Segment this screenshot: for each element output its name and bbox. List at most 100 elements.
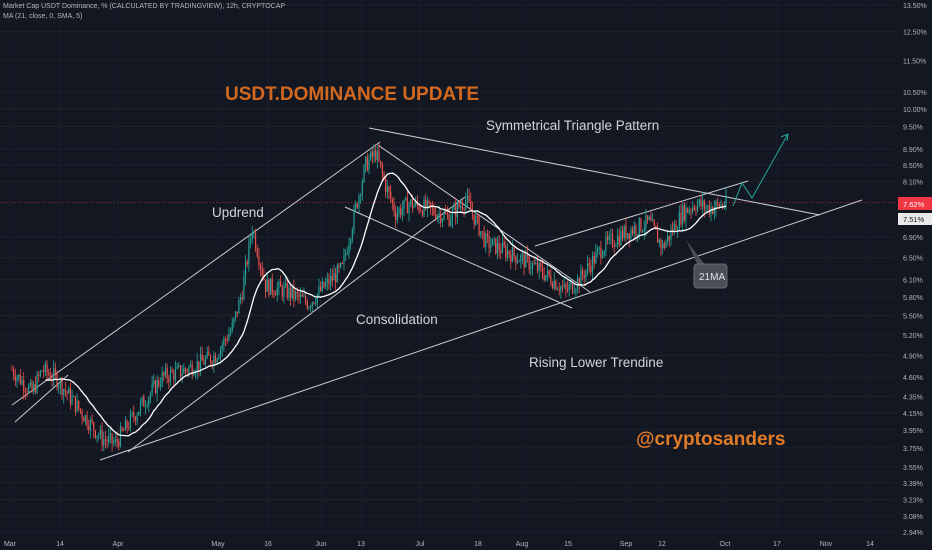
x-tick-label: Oct bbox=[720, 541, 731, 548]
candle-body bbox=[106, 440, 108, 442]
candle-body bbox=[550, 275, 552, 285]
candle-body bbox=[320, 286, 322, 291]
candle-body bbox=[204, 357, 207, 365]
candle-body bbox=[451, 209, 453, 220]
candle-body bbox=[658, 239, 660, 243]
candle-body bbox=[650, 216, 652, 221]
candle-body bbox=[174, 368, 177, 380]
candle-body bbox=[31, 382, 33, 392]
candle-body bbox=[166, 368, 168, 379]
candle-body bbox=[645, 215, 647, 229]
y-tick-label: 6.90% bbox=[903, 235, 923, 242]
candle-body bbox=[333, 273, 335, 281]
candle-body bbox=[248, 241, 250, 264]
candle-body bbox=[533, 263, 535, 264]
candle-body bbox=[283, 286, 285, 297]
time-axis: Mar 14 Apr May 16 Jun 13 Jul 18 Aug 15 Sep 12 Oct 17 No… bbox=[4, 541, 874, 548]
consolidation-channel-top bbox=[377, 144, 591, 293]
candle-body bbox=[286, 283, 288, 298]
candle-body bbox=[668, 235, 670, 240]
candle-body bbox=[239, 297, 242, 300]
x-tick-label: Jun bbox=[315, 541, 326, 548]
consolidation-channel-bottom bbox=[344, 206, 573, 309]
candle-body bbox=[625, 226, 627, 239]
candle-body bbox=[68, 388, 70, 394]
author-handle: @cryptosanders bbox=[636, 429, 785, 450]
candle-body bbox=[281, 286, 283, 297]
candle-body bbox=[405, 197, 407, 200]
candle-body bbox=[171, 370, 173, 373]
ma-callout-box bbox=[693, 263, 728, 289]
candle-body bbox=[350, 239, 352, 245]
candle-body bbox=[218, 356, 220, 359]
candle-body bbox=[600, 247, 602, 258]
candle-body bbox=[473, 214, 475, 225]
candle-body bbox=[94, 430, 96, 438]
candle-body bbox=[271, 278, 273, 293]
candle-body bbox=[521, 254, 524, 256]
candle-body bbox=[360, 195, 362, 197]
candle-body bbox=[480, 231, 482, 236]
candle-body bbox=[610, 234, 612, 236]
candle-body bbox=[380, 160, 382, 166]
candle-body bbox=[371, 151, 373, 157]
candle-body bbox=[88, 426, 90, 431]
candle-body bbox=[93, 422, 95, 431]
candle-body bbox=[435, 214, 437, 220]
x-tick-label: 12 bbox=[658, 541, 666, 548]
candle-body bbox=[675, 223, 677, 232]
candle-body bbox=[605, 236, 607, 252]
candle-body bbox=[398, 208, 400, 214]
candle-body bbox=[213, 355, 215, 365]
candle-body bbox=[460, 205, 462, 208]
y-tick-label: 8.10% bbox=[903, 180, 923, 187]
candle-body bbox=[448, 214, 450, 226]
candle-body bbox=[690, 210, 692, 212]
candle-body bbox=[159, 385, 162, 387]
candle-body bbox=[124, 420, 127, 431]
y-tick-label: 5.20% bbox=[903, 333, 923, 340]
candle-body bbox=[493, 238, 495, 240]
x-tick-label: Mar bbox=[4, 541, 17, 548]
candle-body bbox=[183, 368, 185, 374]
x-tick-label: Jul bbox=[416, 541, 425, 548]
candle-body bbox=[146, 405, 148, 407]
candle-body bbox=[540, 263, 542, 267]
y-tick-label: 10.50% bbox=[903, 90, 927, 97]
candle-body bbox=[525, 253, 527, 268]
candle-body bbox=[99, 429, 101, 436]
candle-body bbox=[578, 278, 580, 287]
candle-body bbox=[692, 207, 694, 212]
candle-body bbox=[551, 284, 554, 289]
x-tick-label: Apr bbox=[113, 541, 125, 548]
candle-body bbox=[595, 251, 597, 264]
candle-body bbox=[264, 279, 267, 292]
candle-body bbox=[433, 207, 435, 215]
candle-body bbox=[353, 208, 355, 230]
candle-body bbox=[667, 235, 669, 242]
candle-body bbox=[98, 435, 100, 437]
candle-body bbox=[340, 263, 342, 267]
y-tick-label: 13.50% bbox=[903, 3, 927, 10]
x-tick-label: 13 bbox=[357, 541, 365, 548]
candle-body bbox=[308, 307, 310, 309]
candle-body bbox=[330, 275, 332, 285]
candle-body bbox=[395, 211, 397, 220]
candle-body bbox=[603, 251, 605, 256]
candle-body bbox=[712, 207, 714, 214]
candle-body bbox=[633, 226, 635, 234]
y-tick-label: 3.75% bbox=[903, 446, 923, 453]
candle-body bbox=[176, 366, 178, 369]
candle-body bbox=[725, 195, 727, 206]
ma-callout-label: 21MA bbox=[699, 272, 725, 283]
candle-body bbox=[670, 229, 672, 240]
price-axis: 13.50% 12.50% 11.50% 10.50% 10.00% 9.50% 8.90%… bbox=[903, 3, 927, 537]
candle-body bbox=[688, 210, 690, 213]
candle-body bbox=[413, 205, 415, 209]
candle-body bbox=[78, 400, 80, 409]
candle-body bbox=[123, 430, 125, 432]
candle-body bbox=[328, 278, 330, 285]
candle-body bbox=[471, 209, 474, 215]
candle-body bbox=[196, 361, 198, 373]
